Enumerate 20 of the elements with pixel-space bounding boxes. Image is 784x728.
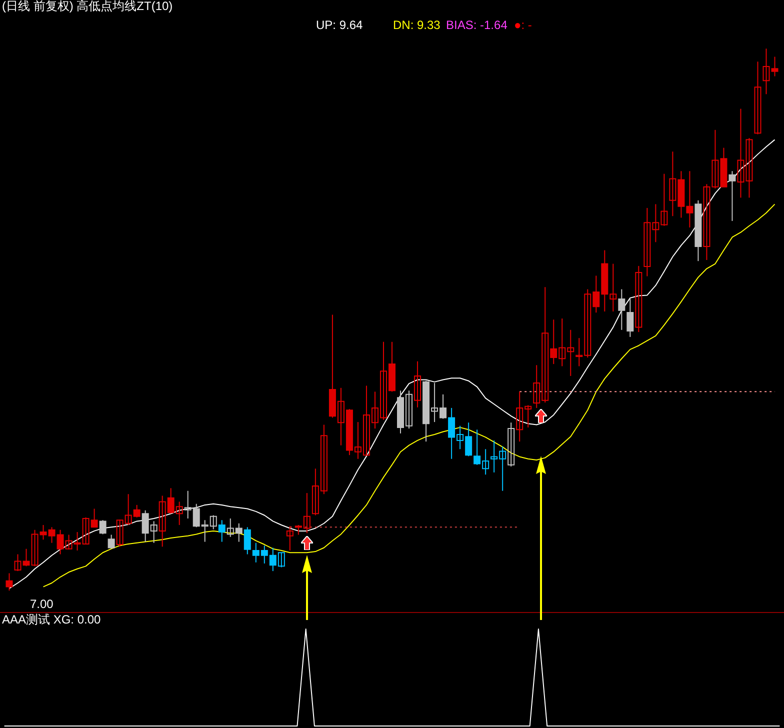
candlestick <box>218 520 226 542</box>
candlestick <box>108 534 115 550</box>
text: DN: 9.33 <box>393 18 441 32</box>
candlestick <box>618 288 626 330</box>
chart-title: AAA测试 XG: 0.00 <box>2 612 102 626</box>
text: BIAS: -1.64 <box>446 18 508 32</box>
chart-title: (日线 前复权) 高低点均线ZT(10) <box>2 0 173 13</box>
text: ●: - <box>514 18 532 32</box>
candlestick <box>286 526 294 551</box>
candlestick <box>728 170 736 222</box>
text: 7.00 <box>30 597 54 611</box>
candlestick <box>6 572 13 592</box>
candlestick <box>626 298 634 338</box>
candlestick <box>508 422 515 467</box>
candlestick <box>754 61 762 135</box>
candlestick <box>244 526 251 555</box>
text: UP: 9.64 <box>316 18 364 32</box>
candlestick <box>99 520 106 535</box>
candlestick <box>635 265 642 333</box>
candlestick <box>414 360 422 408</box>
